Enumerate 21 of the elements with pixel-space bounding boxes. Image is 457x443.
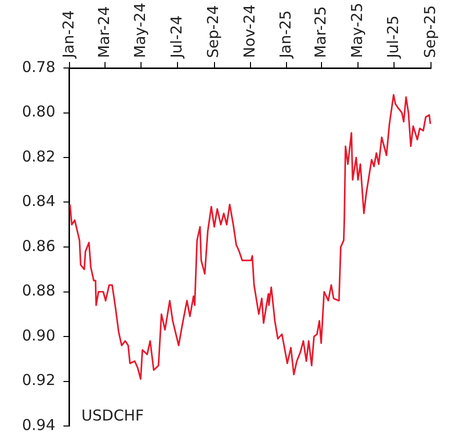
y-tick-label: 0.86 [22,236,56,255]
y-tick-label: 0.82 [22,147,56,166]
y-tick-label: 0.92 [22,371,56,390]
annotation: USDCHF [81,406,144,424]
x-tick-label: Mar-25 [312,6,330,58]
y-tick-label: 0.78 [22,58,56,76]
x-tick-label: Nov-24 [240,4,258,58]
y-tick-label: 0.94 [22,416,56,434]
x-tick-label: Jan-25 [276,10,295,59]
x-tick-label: Sep-25 [420,5,439,58]
y-tick-label: 0.84 [22,192,56,210]
x-tick-label: Jan-24 [59,10,78,59]
x-tick-label: May-25 [348,2,366,58]
x-tick-label: Jul-25 [384,15,402,59]
x-tick-label: Sep-24 [204,5,222,58]
x-tick-label: Mar-24 [94,6,113,58]
y-tick-label: 0.90 [22,326,56,344]
x-tick-label: May-24 [131,2,150,58]
x-tick-label: Jul-24 [167,15,186,59]
y-tick-label: 0.80 [22,102,56,121]
y-tick-label: 0.88 [22,282,56,300]
